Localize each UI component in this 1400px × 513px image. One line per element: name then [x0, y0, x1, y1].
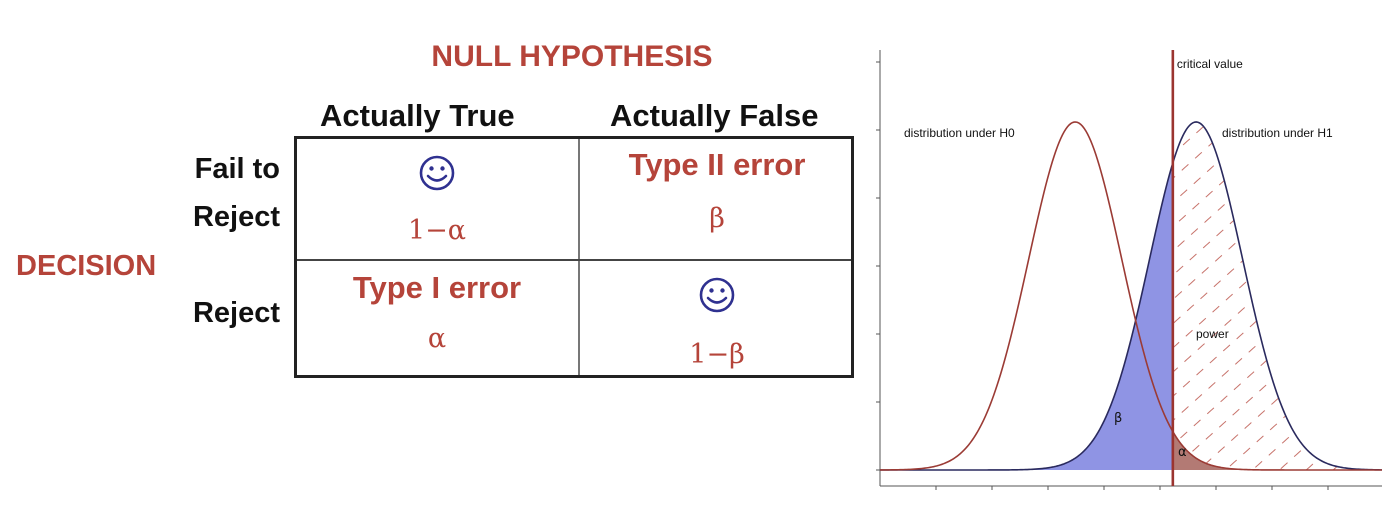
power-analysis-chart: critical value distribution under H0 distr… — [876, 50, 1383, 490]
chart-plot-area: critical value distribution under H0 distr… — [876, 50, 1383, 490]
cell-power-value: 1−β — [689, 339, 745, 370]
decision-label: DECISION — [16, 250, 157, 282]
h0-distribution-label: distribution under H0 — [904, 126, 1015, 140]
decision-matrix: 1−α Type II error β Type I error α 1−β — [294, 136, 854, 378]
beta-region — [880, 162, 1173, 470]
cell-fail-true-value: 1−α — [407, 215, 467, 246]
beta-label: β — [1114, 411, 1122, 426]
smiley-icon — [699, 277, 735, 313]
row-header-fail-to-line2: Reject — [192, 201, 280, 233]
cell-beta-value: β — [709, 203, 725, 234]
matrix-row-divider — [297, 259, 851, 261]
matrix-column-divider — [578, 139, 580, 375]
h0-distribution-curve — [879, 121, 1382, 471]
power-region — [1172, 122, 1382, 470]
h1-distribution-curve — [880, 121, 1383, 471]
null-hypothesis-title: NULL HYPOTHESIS — [431, 40, 713, 73]
smiley-icon — [419, 155, 455, 191]
power-label: power — [1196, 327, 1229, 341]
row-header-reject: Reject — [192, 297, 280, 329]
critical-value-label: critical value — [1177, 57, 1243, 71]
cell-alpha-value: α — [427, 323, 447, 354]
column-header-actually-true: Actually True — [320, 98, 515, 133]
row-header-fail-to-line1: Fail to — [194, 153, 280, 185]
cell-reject-false — [577, 275, 857, 315]
cell-fail-true — [297, 153, 577, 193]
column-header-actually-false: Actually False — [610, 98, 819, 133]
cell-type-ii-error: Type II error — [628, 147, 806, 182]
cell-type-i-error: Type I error — [352, 270, 522, 305]
alpha-region — [1172, 431, 1382, 470]
h1-distribution-label: distribution under H1 — [1222, 126, 1333, 140]
alpha-label: α — [1178, 445, 1187, 460]
